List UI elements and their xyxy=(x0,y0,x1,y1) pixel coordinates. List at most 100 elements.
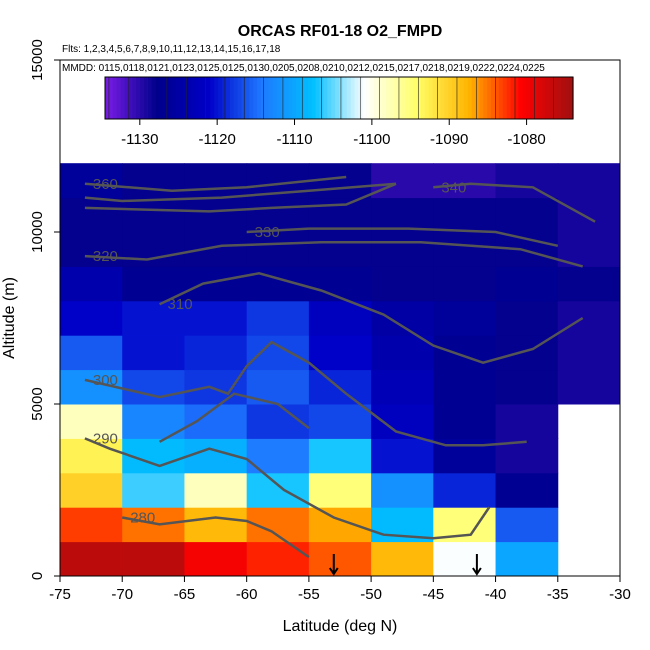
colorbar-swatch xyxy=(226,77,231,119)
x-tick-label: -55 xyxy=(298,586,320,603)
heatmap-cell xyxy=(496,301,559,336)
heatmap-cell xyxy=(558,163,621,198)
chart-figure: 290280300310320330340360 -75 -70 -65 -60 -55… xyxy=(0,0,650,650)
colorbar-swatch xyxy=(503,77,508,119)
colorbar-swatch xyxy=(437,77,442,119)
heatmap-cell xyxy=(184,507,247,542)
colorbar-swatch xyxy=(234,77,239,119)
contour-label: 330 xyxy=(255,224,280,241)
colorbar-swatch xyxy=(542,77,547,119)
colorbar-swatch xyxy=(561,77,566,119)
contour-label: 290 xyxy=(93,430,118,447)
colorbar-swatch xyxy=(362,77,367,119)
heatmap-cell xyxy=(496,232,559,267)
colorbar-swatch xyxy=(249,77,254,119)
heatmap-cell xyxy=(60,473,123,508)
y-tick-label: 10000 xyxy=(29,211,46,253)
heatmap-cell xyxy=(122,370,185,405)
colorbar-swatch xyxy=(401,77,406,119)
colorbar-swatch xyxy=(136,77,141,119)
heatmap-cell xyxy=(247,542,310,577)
x-axis-label: Latitude (deg N) xyxy=(283,618,398,635)
heatmap-cell xyxy=(247,473,310,508)
colorbar-swatch xyxy=(222,77,227,119)
heatmap-cell xyxy=(371,438,434,473)
colorbar-swatch xyxy=(370,77,375,119)
colorbar-swatch xyxy=(218,77,223,119)
heatmap-cell xyxy=(496,542,559,577)
colorbar-swatch xyxy=(288,77,293,119)
colorbar-swatch xyxy=(148,77,153,119)
heatmap-cell xyxy=(60,266,123,301)
colorbar-swatch xyxy=(421,77,426,119)
colorbar-tick-label: -1090 xyxy=(430,131,468,148)
colorbar-swatch xyxy=(210,77,215,119)
colorbar-swatch xyxy=(335,77,340,119)
contour-label: 310 xyxy=(168,296,193,313)
x-tick-label: -60 xyxy=(236,586,258,603)
colorbar-swatch xyxy=(292,77,297,119)
heatmap-cell xyxy=(184,163,247,198)
heatmap-cell xyxy=(122,232,185,267)
colorbar-swatch xyxy=(199,77,204,119)
colorbar-swatch xyxy=(156,77,161,119)
y-axis-label: Altitude (m) xyxy=(1,277,18,359)
chart-title: ORCAS RF01-18 O2_FMPD xyxy=(238,23,443,40)
heatmap-cell xyxy=(496,473,559,508)
flights-subtitle: Flts: 1,2,3,4,5,6,7,8,9,10,11,12,13,14,1… xyxy=(62,44,281,55)
x-tick-label: -35 xyxy=(547,586,569,603)
heatmap-cell xyxy=(558,370,621,405)
colorbar-swatch xyxy=(206,77,211,119)
colorbar-swatch xyxy=(214,77,219,119)
colorbar-swatch xyxy=(269,77,274,119)
heatmap-cell xyxy=(496,370,559,405)
x-tick-label: -65 xyxy=(174,586,196,603)
colorbar-swatch xyxy=(522,77,527,119)
heatmap-cell xyxy=(433,232,496,267)
heatmap-cell xyxy=(60,507,123,542)
x-tick-label: -45 xyxy=(422,586,444,603)
colorbar-swatch xyxy=(491,77,496,119)
heatmap-cell xyxy=(122,542,185,577)
colorbar-swatch xyxy=(128,77,133,119)
colorbar-swatch xyxy=(195,77,200,119)
colorbar-swatch xyxy=(526,77,531,119)
colorbar-tick-label: -1130 xyxy=(121,131,158,148)
heatmap-cell xyxy=(558,198,621,233)
heatmap-cell xyxy=(496,266,559,301)
x-tick-label: -70 xyxy=(111,586,133,603)
colorbar-swatch xyxy=(191,77,196,119)
x-tick-label: -75 xyxy=(49,586,71,603)
colorbar-swatch xyxy=(171,77,176,119)
heatmap-cell xyxy=(60,198,123,233)
heatmap-cell xyxy=(60,335,123,370)
heatmap-cell xyxy=(309,473,372,508)
colorbar-swatch xyxy=(378,77,383,119)
x-axis-ticks: -75 -70 -65 -60 -55 -50 -45 -40 -35 -30 xyxy=(49,576,631,603)
colorbar-swatch xyxy=(390,77,395,119)
heatmap-cell xyxy=(433,335,496,370)
heatmap-cell xyxy=(496,163,559,198)
heatmap-cell xyxy=(60,542,123,577)
heatmap-cell xyxy=(433,542,496,577)
heatmap-cell xyxy=(496,198,559,233)
colorbar-swatch xyxy=(483,77,488,119)
colorbar-swatch xyxy=(304,77,309,119)
heatmap-cell xyxy=(371,301,434,336)
heatmap-cell xyxy=(60,301,123,336)
contour-label: 340 xyxy=(441,179,466,196)
colorbar-swatch xyxy=(386,77,391,119)
colorbar-swatch xyxy=(257,77,262,119)
colorbar-tick-label: -1120 xyxy=(199,131,236,148)
mmdd-subtitle: MMDD: 0115,0118,0121,0123,0125,0125,0130… xyxy=(62,63,545,74)
colorbar-swatch xyxy=(429,77,434,119)
colorbar-swatch xyxy=(117,77,122,119)
colorbar-swatch xyxy=(487,77,492,119)
colorbar: -1130 -1120 -1110 -1100 -1090 -1080 xyxy=(105,77,574,148)
colorbar-swatch xyxy=(187,77,192,119)
colorbar-tick-label: -1080 xyxy=(507,131,545,148)
y-tick-label: 15000 xyxy=(29,39,46,81)
colorbar-swatch xyxy=(167,77,172,119)
colorbar-swatch xyxy=(113,77,118,119)
colorbar-swatch xyxy=(425,77,430,119)
